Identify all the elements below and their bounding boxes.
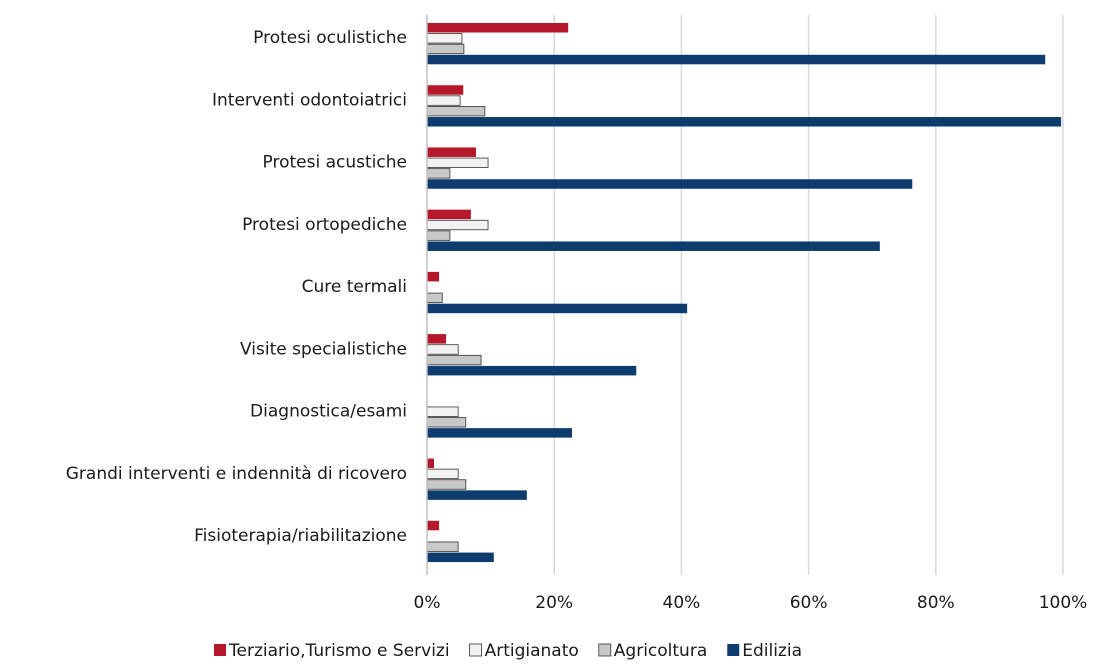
bar — [427, 552, 494, 563]
bar — [426, 541, 459, 552]
x-tick-label: 60% — [790, 593, 828, 613]
x-tick-label: 20% — [535, 593, 573, 613]
y-tick-label: Grandi interventi e indennità di ricover… — [66, 464, 407, 484]
bar — [427, 241, 880, 251]
legend-swatch — [727, 644, 740, 656]
bar — [426, 106, 486, 117]
y-tick-label: Diagnostica/esami — [250, 402, 407, 422]
bar — [427, 458, 434, 469]
legend-swatch — [214, 644, 226, 656]
bar — [427, 303, 688, 314]
bar — [426, 168, 451, 179]
bar — [426, 406, 459, 417]
bar — [427, 54, 1046, 65]
bar — [426, 33, 463, 44]
x-tick-label: 100% — [1039, 593, 1088, 613]
bar — [426, 417, 467, 428]
bar — [427, 490, 527, 500]
bar — [427, 85, 464, 95]
bar — [427, 209, 471, 220]
bar — [427, 365, 637, 376]
bar — [427, 147, 476, 157]
bar — [427, 23, 569, 33]
y-tick-label: Protesi oculistiche — [253, 28, 407, 48]
bar — [426, 344, 459, 355]
bar — [426, 219, 489, 231]
y-tick-label: Interventi odontoiatrici — [212, 90, 407, 110]
bar — [426, 157, 489, 168]
legend-label: Artigianato — [485, 641, 579, 661]
bar — [426, 292, 443, 303]
legend-label: Terziario,Turismo e Servizi — [228, 641, 450, 661]
bar — [427, 179, 913, 189]
legend-label: Edilizia — [742, 641, 802, 661]
y-tick-label: Protesi acustiche — [263, 153, 407, 173]
x-tick-label: 40% — [663, 593, 701, 613]
bar — [426, 468, 459, 480]
legend-label: Agricoltura — [614, 641, 707, 661]
y-tick-label: Fisioterapia/riabilitazione — [194, 526, 407, 546]
y-tick-label: Visite specialistiche — [240, 339, 407, 359]
x-tick-label: 0% — [414, 593, 441, 613]
bar — [426, 479, 467, 490]
bar — [427, 271, 440, 282]
y-tick-label: Protesi ortopediche — [242, 215, 407, 235]
bar — [426, 43, 465, 55]
bar — [427, 520, 440, 531]
bar — [427, 334, 447, 344]
y-tick-label: Cure termali — [302, 277, 407, 297]
x-tick-label: 80% — [917, 593, 955, 613]
bar — [426, 95, 461, 106]
bar — [426, 354, 482, 366]
bar — [426, 230, 451, 241]
bar — [427, 428, 573, 438]
legend-swatch — [469, 643, 482, 657]
legend-swatch — [598, 643, 612, 657]
bar — [427, 117, 1062, 127]
